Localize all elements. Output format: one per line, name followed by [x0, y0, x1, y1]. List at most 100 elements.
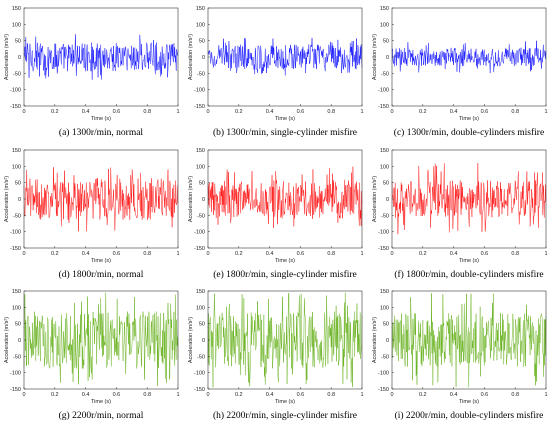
panel-caption: (f) 1800r/min, double-cylinders misfire — [394, 269, 543, 280]
y-axis-label: Acceleration (m/s²) — [372, 176, 378, 222]
signal-trace — [391, 293, 547, 388]
y-tick-label: 0 — [18, 338, 21, 344]
y-tick-label: 0 — [386, 197, 389, 203]
y-tick-label: -50 — [13, 354, 21, 360]
y-axis-label: Acceleration (m/s²) — [188, 34, 194, 80]
panel-caption: (c) 1300r/min, double-cylinders misfire — [394, 127, 544, 138]
y-tick-label: -150 — [378, 387, 389, 393]
y-tick-label: 0 — [18, 197, 21, 203]
plot-frame — [23, 149, 179, 249]
y-tick-label: 150 — [196, 289, 205, 295]
y-tick-label: -50 — [381, 354, 389, 360]
y-tick-label: -100 — [10, 371, 21, 377]
x-tick-label: 1 — [176, 251, 179, 257]
y-tick-label: 0 — [386, 338, 389, 344]
y-tick-label: -100 — [10, 230, 21, 236]
signal-trace — [391, 163, 547, 235]
y-tick-label: -150 — [378, 104, 389, 110]
y-tick-label: -50 — [197, 71, 205, 77]
panel-caption: (a) 1300r/min, normal — [59, 127, 144, 138]
x-tick-label: 0.4 — [266, 109, 274, 115]
x-tick-label: 0.6 — [113, 109, 121, 115]
y-tick-label: 150 — [380, 289, 389, 295]
x-tick-label: 0.4 — [266, 251, 274, 257]
x-tick-label: 1 — [360, 109, 363, 115]
panel-caption: (b) 1300r/min, single-cylinder misfire — [213, 127, 357, 138]
y-tick-label: 150 — [12, 148, 21, 154]
y-tick-label: 100 — [196, 22, 205, 28]
y-tick-label: 50 — [383, 322, 389, 328]
x-axis-label: Time (s) — [91, 399, 111, 405]
x-tick-label: 1 — [544, 392, 547, 398]
y-tick-label: 50 — [383, 39, 389, 45]
x-tick-label: 0.6 — [297, 109, 305, 115]
x-tick-label: 0.2 — [419, 109, 427, 115]
x-axis-label: Time (s) — [459, 258, 479, 264]
x-tick-label: 0.6 — [297, 392, 305, 398]
signal-trace — [207, 37, 363, 76]
signal-trace — [23, 34, 179, 80]
x-tick-label: 0.6 — [113, 251, 121, 257]
x-tick-label: 0.8 — [511, 109, 519, 115]
panel-caption: (e) 1800r/min, single-cylinder misfire — [213, 269, 357, 280]
panel-caption: (i) 2200r/min, double-cylinders misfire — [395, 410, 544, 421]
y-tick-label: -50 — [197, 213, 205, 219]
x-tick-label: 1 — [176, 392, 179, 398]
y-tick-label: -150 — [10, 387, 21, 393]
y-tick-label: 50 — [199, 322, 205, 328]
x-tick-label: 0.6 — [297, 251, 305, 257]
x-tick-label: 0.6 — [481, 251, 489, 257]
y-tick-label: 50 — [199, 39, 205, 45]
x-axis-label: Time (s) — [459, 399, 479, 405]
x-tick-label: 1 — [360, 392, 363, 398]
x-tick-label: 0.8 — [143, 392, 151, 398]
y-tick-label: 100 — [380, 164, 389, 170]
signal-trace — [23, 292, 179, 386]
y-tick-label: 100 — [12, 305, 21, 311]
x-tick-label: 1 — [176, 109, 179, 115]
y-tick-label: -150 — [378, 246, 389, 252]
y-tick-label: 100 — [380, 305, 389, 311]
x-tick-label: 0.2 — [235, 392, 243, 398]
panel-caption: (d) 1800r/min, normal — [59, 269, 144, 280]
y-tick-label: -150 — [194, 104, 205, 110]
y-tick-label: -100 — [194, 88, 205, 94]
x-tick-label: 0.8 — [143, 251, 151, 257]
x-tick-label: 0 — [206, 392, 209, 398]
x-tick-label: 0 — [22, 392, 25, 398]
x-tick-label: 0.4 — [82, 109, 90, 115]
x-tick-label: 0 — [390, 109, 393, 115]
x-tick-label: 0.8 — [511, 251, 519, 257]
y-tick-label: 100 — [196, 305, 205, 311]
y-tick-label: -50 — [13, 71, 21, 77]
y-tick-label: -50 — [197, 354, 205, 360]
y-tick-label: 50 — [15, 39, 21, 45]
y-tick-label: 50 — [15, 181, 21, 187]
x-axis-label: Time (s) — [275, 399, 295, 405]
y-tick-label: -50 — [381, 213, 389, 219]
y-axis-label: Acceleration (m/s²) — [188, 176, 194, 222]
x-tick-label: 1 — [360, 251, 363, 257]
x-tick-label: 0.8 — [511, 392, 519, 398]
y-axis-label: Acceleration (m/s²) — [372, 317, 378, 363]
y-tick-label: -150 — [10, 104, 21, 110]
signal-trace — [391, 40, 547, 74]
y-tick-label: 0 — [202, 338, 205, 344]
y-axis-label: Acceleration (m/s²) — [372, 34, 378, 80]
x-tick-label: 0.4 — [450, 109, 458, 115]
y-tick-label: -150 — [194, 246, 205, 252]
y-tick-label: 0 — [202, 197, 205, 203]
x-tick-label: 0.8 — [327, 392, 335, 398]
x-tick-label: 0.2 — [419, 251, 427, 257]
y-tick-label: 100 — [12, 164, 21, 170]
y-axis-label: Acceleration (m/s²) — [188, 317, 194, 363]
